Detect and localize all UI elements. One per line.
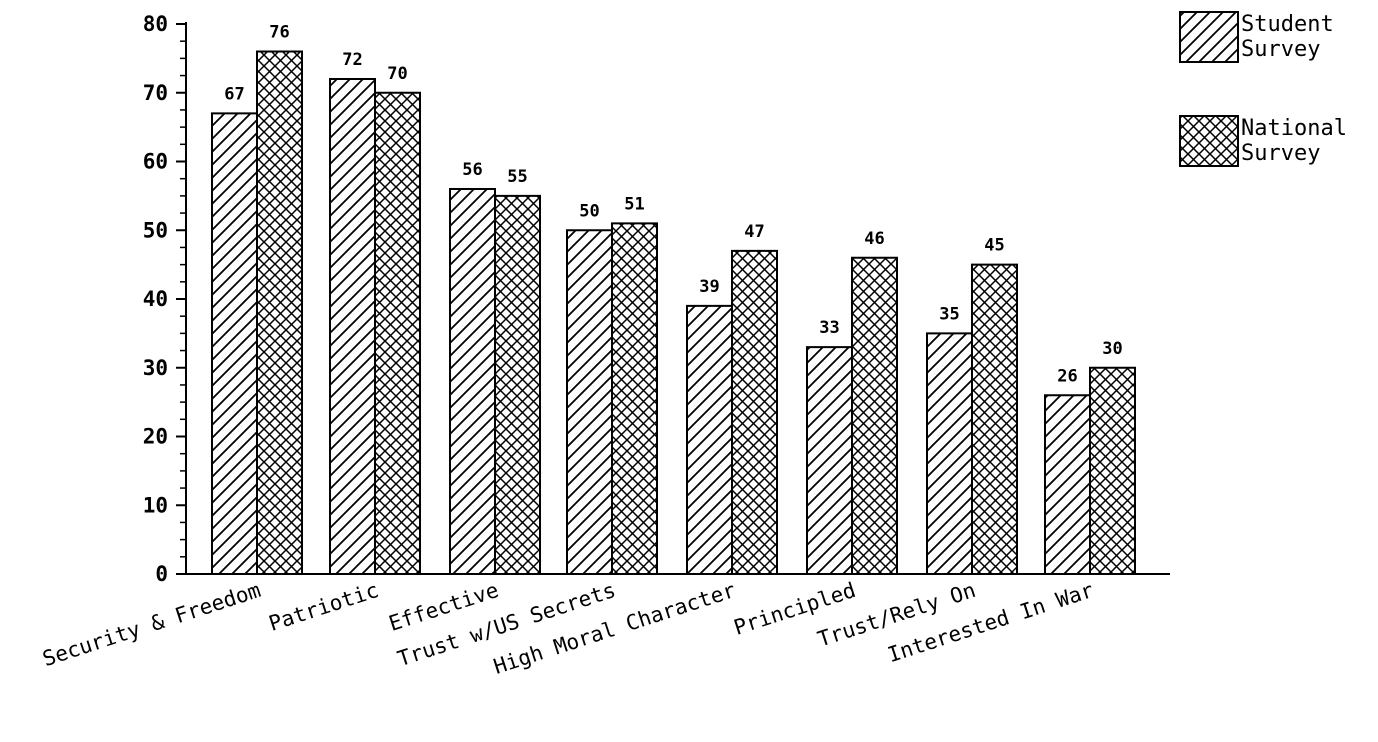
y-tick-label: 50 (143, 218, 168, 242)
data-label: 30 (1102, 339, 1122, 359)
bar-student (329, 78, 376, 575)
y-tick-label: 40 (143, 287, 168, 311)
bar-national (731, 249, 778, 575)
data-label: 33 (819, 318, 839, 338)
bar-national (971, 263, 1018, 575)
data-label: 47 (744, 222, 764, 242)
y-tick-label: 70 (143, 81, 168, 105)
bar-national (494, 194, 541, 575)
data-label: 56 (462, 160, 482, 180)
y-tick-label: 20 (143, 425, 168, 449)
x-tick-label: Interested In War (885, 578, 1097, 667)
x-tick-label: Patriotic (266, 578, 382, 636)
bar-student (686, 304, 733, 575)
x-tick-label: Security & Freedom (40, 578, 264, 671)
data-label: 46 (864, 229, 884, 249)
bar-student (211, 112, 258, 575)
data-label: 55 (507, 167, 527, 187)
data-label: 76 (269, 23, 289, 43)
legend-swatch (1179, 115, 1239, 167)
bar-national (1089, 366, 1136, 575)
bar-national (256, 50, 303, 575)
data-label: 39 (699, 277, 719, 297)
y-tick-label: 0 (155, 562, 168, 586)
bar-student (449, 188, 496, 575)
legend-label: Student (1241, 12, 1334, 37)
data-label: 72 (342, 50, 362, 70)
bars (211, 50, 1136, 575)
data-label: 50 (579, 201, 599, 221)
y-tick-label: 30 (143, 356, 168, 380)
legend-swatch (1179, 11, 1239, 63)
legend-label: National (1241, 116, 1347, 141)
legend-label: Survey (1241, 37, 1320, 62)
bar-student (806, 346, 853, 575)
bar-student (926, 332, 973, 575)
y-tick-label: 80 (143, 12, 168, 36)
data-label: 35 (939, 304, 959, 324)
bar-national (851, 256, 898, 575)
y-tick-label: 60 (143, 150, 168, 174)
data-label: 51 (624, 194, 644, 214)
data-label: 67 (224, 84, 244, 104)
bar-national (611, 222, 658, 575)
bar-student (566, 229, 613, 575)
bar-student (1044, 394, 1091, 575)
y-tick-label: 10 (143, 493, 168, 517)
legend-label: Survey (1241, 141, 1320, 166)
data-label: 26 (1057, 366, 1077, 386)
data-label: 45 (984, 236, 1004, 256)
data-label: 70 (387, 64, 407, 84)
bar-national (374, 91, 421, 575)
